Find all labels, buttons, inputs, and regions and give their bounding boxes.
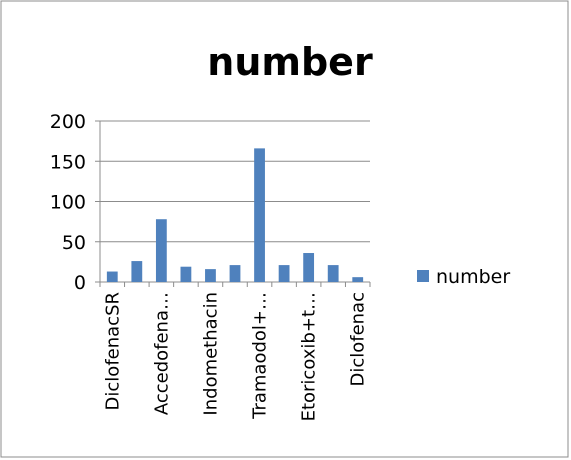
chart-title: number [207,40,373,84]
x-category-label: Etoricoxib+t… [299,292,320,421]
x-category-label: Indomethacin [200,292,221,416]
x-category-label: Diclofenac [348,292,369,387]
x-category-label: Accedofena… [151,292,172,415]
bar-6 [254,148,265,282]
legend-label: number [436,266,510,288]
y-axis-tick-labels: 0 50 100 150 200 [50,111,86,294]
bar-8 [303,253,315,282]
y-tick-label: 0 [74,272,86,294]
y-tick-label: 50 [62,232,86,254]
bar-9 [327,265,339,282]
bar-10 [352,277,364,282]
bar-2 [155,219,167,282]
bar-0 [106,271,118,282]
x-category-label: Tramaodol+… [250,292,271,420]
y-tick-label: 150 [50,151,86,173]
gridlines [100,120,370,243]
bar-3 [180,266,192,282]
legend: number [417,266,510,288]
legend-swatch [417,270,429,282]
bar-4 [205,269,216,282]
bar-1 [131,261,143,282]
x-axis-category-labels: DiclofenacSR Accedofena… Indomethacin Trama… [102,292,368,421]
bar-7 [278,265,290,282]
x-category-label: DiclofenacSR [102,292,123,410]
y-tick-label: 100 [50,192,86,214]
bar-5 [229,265,241,282]
bars [106,148,364,282]
y-tick-label: 200 [50,111,86,133]
